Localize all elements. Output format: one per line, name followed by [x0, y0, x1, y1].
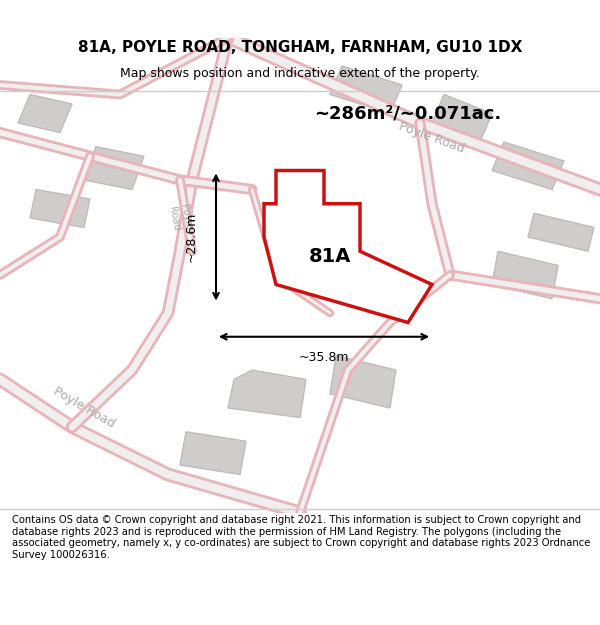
- Text: Contains OS data © Crown copyright and database right 2021. This information is : Contains OS data © Crown copyright and d…: [12, 515, 590, 560]
- Text: Poyle
Road: Poyle Road: [167, 203, 193, 232]
- Polygon shape: [84, 147, 144, 189]
- Polygon shape: [30, 189, 90, 228]
- Polygon shape: [492, 142, 564, 189]
- Polygon shape: [432, 94, 492, 142]
- Polygon shape: [330, 66, 402, 114]
- Text: 81A, POYLE ROAD, TONGHAM, FARNHAM, GU10 1DX: 81A, POYLE ROAD, TONGHAM, FARNHAM, GU10 …: [78, 41, 522, 56]
- Polygon shape: [264, 171, 432, 322]
- Polygon shape: [528, 213, 594, 251]
- Text: ~28.6m: ~28.6m: [185, 212, 198, 262]
- Text: ~35.8m: ~35.8m: [299, 351, 349, 364]
- Polygon shape: [180, 432, 246, 474]
- Text: ~286m²/~0.071ac.: ~286m²/~0.071ac.: [314, 104, 502, 122]
- Text: 81A: 81A: [309, 246, 351, 266]
- Polygon shape: [492, 251, 558, 299]
- Polygon shape: [228, 370, 306, 418]
- Text: Poyle Road: Poyle Road: [51, 385, 117, 431]
- Polygon shape: [330, 356, 396, 408]
- Text: Map shows position and indicative extent of the property.: Map shows position and indicative extent…: [120, 68, 480, 81]
- Text: Poyle Road: Poyle Road: [397, 119, 467, 155]
- Polygon shape: [18, 94, 72, 132]
